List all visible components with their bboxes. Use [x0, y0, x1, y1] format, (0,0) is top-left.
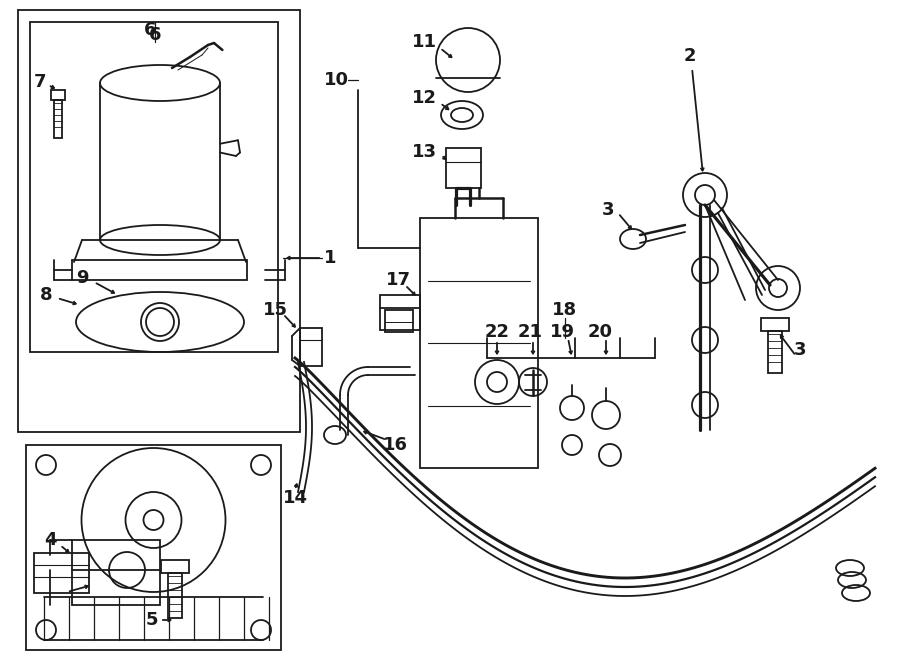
Text: 5: 5	[146, 611, 158, 629]
Bar	[54, 100, 62, 138]
Text: 13: 13	[411, 143, 436, 161]
Bar	[768, 331, 782, 373]
Bar	[72, 260, 247, 280]
Bar	[161, 560, 189, 573]
Bar	[51, 90, 65, 100]
Text: 6: 6	[148, 26, 161, 44]
Bar	[30, 22, 278, 352]
Text: 8: 8	[40, 286, 52, 304]
Text: 4: 4	[44, 531, 56, 549]
Text: 17: 17	[385, 271, 410, 289]
Bar	[18, 10, 300, 432]
Text: 14: 14	[283, 489, 308, 507]
Bar	[761, 318, 789, 331]
Text: 19: 19	[550, 323, 574, 341]
Text: 9: 9	[76, 269, 88, 287]
Text: 1: 1	[324, 249, 337, 267]
Bar	[72, 540, 160, 605]
Text: 22: 22	[484, 323, 509, 341]
Text: 16: 16	[382, 436, 408, 454]
Bar	[34, 553, 89, 593]
Text: 21: 21	[518, 323, 543, 341]
Text: 7: 7	[34, 73, 46, 91]
Text: 3: 3	[602, 201, 614, 219]
Bar	[168, 573, 182, 618]
Text: 6: 6	[144, 21, 157, 39]
Bar	[26, 445, 281, 650]
Text: 3: 3	[794, 341, 806, 359]
Text: 18: 18	[553, 301, 578, 319]
Text: 11: 11	[411, 33, 436, 51]
Bar	[446, 148, 481, 188]
Text: 15: 15	[263, 301, 287, 319]
Text: 12: 12	[411, 89, 436, 107]
Bar	[380, 295, 420, 330]
Bar	[420, 218, 538, 468]
Text: 2: 2	[684, 47, 697, 65]
Bar	[385, 310, 413, 332]
Text: 10: 10	[323, 71, 348, 89]
Text: 20: 20	[588, 323, 613, 341]
Bar	[300, 328, 322, 366]
